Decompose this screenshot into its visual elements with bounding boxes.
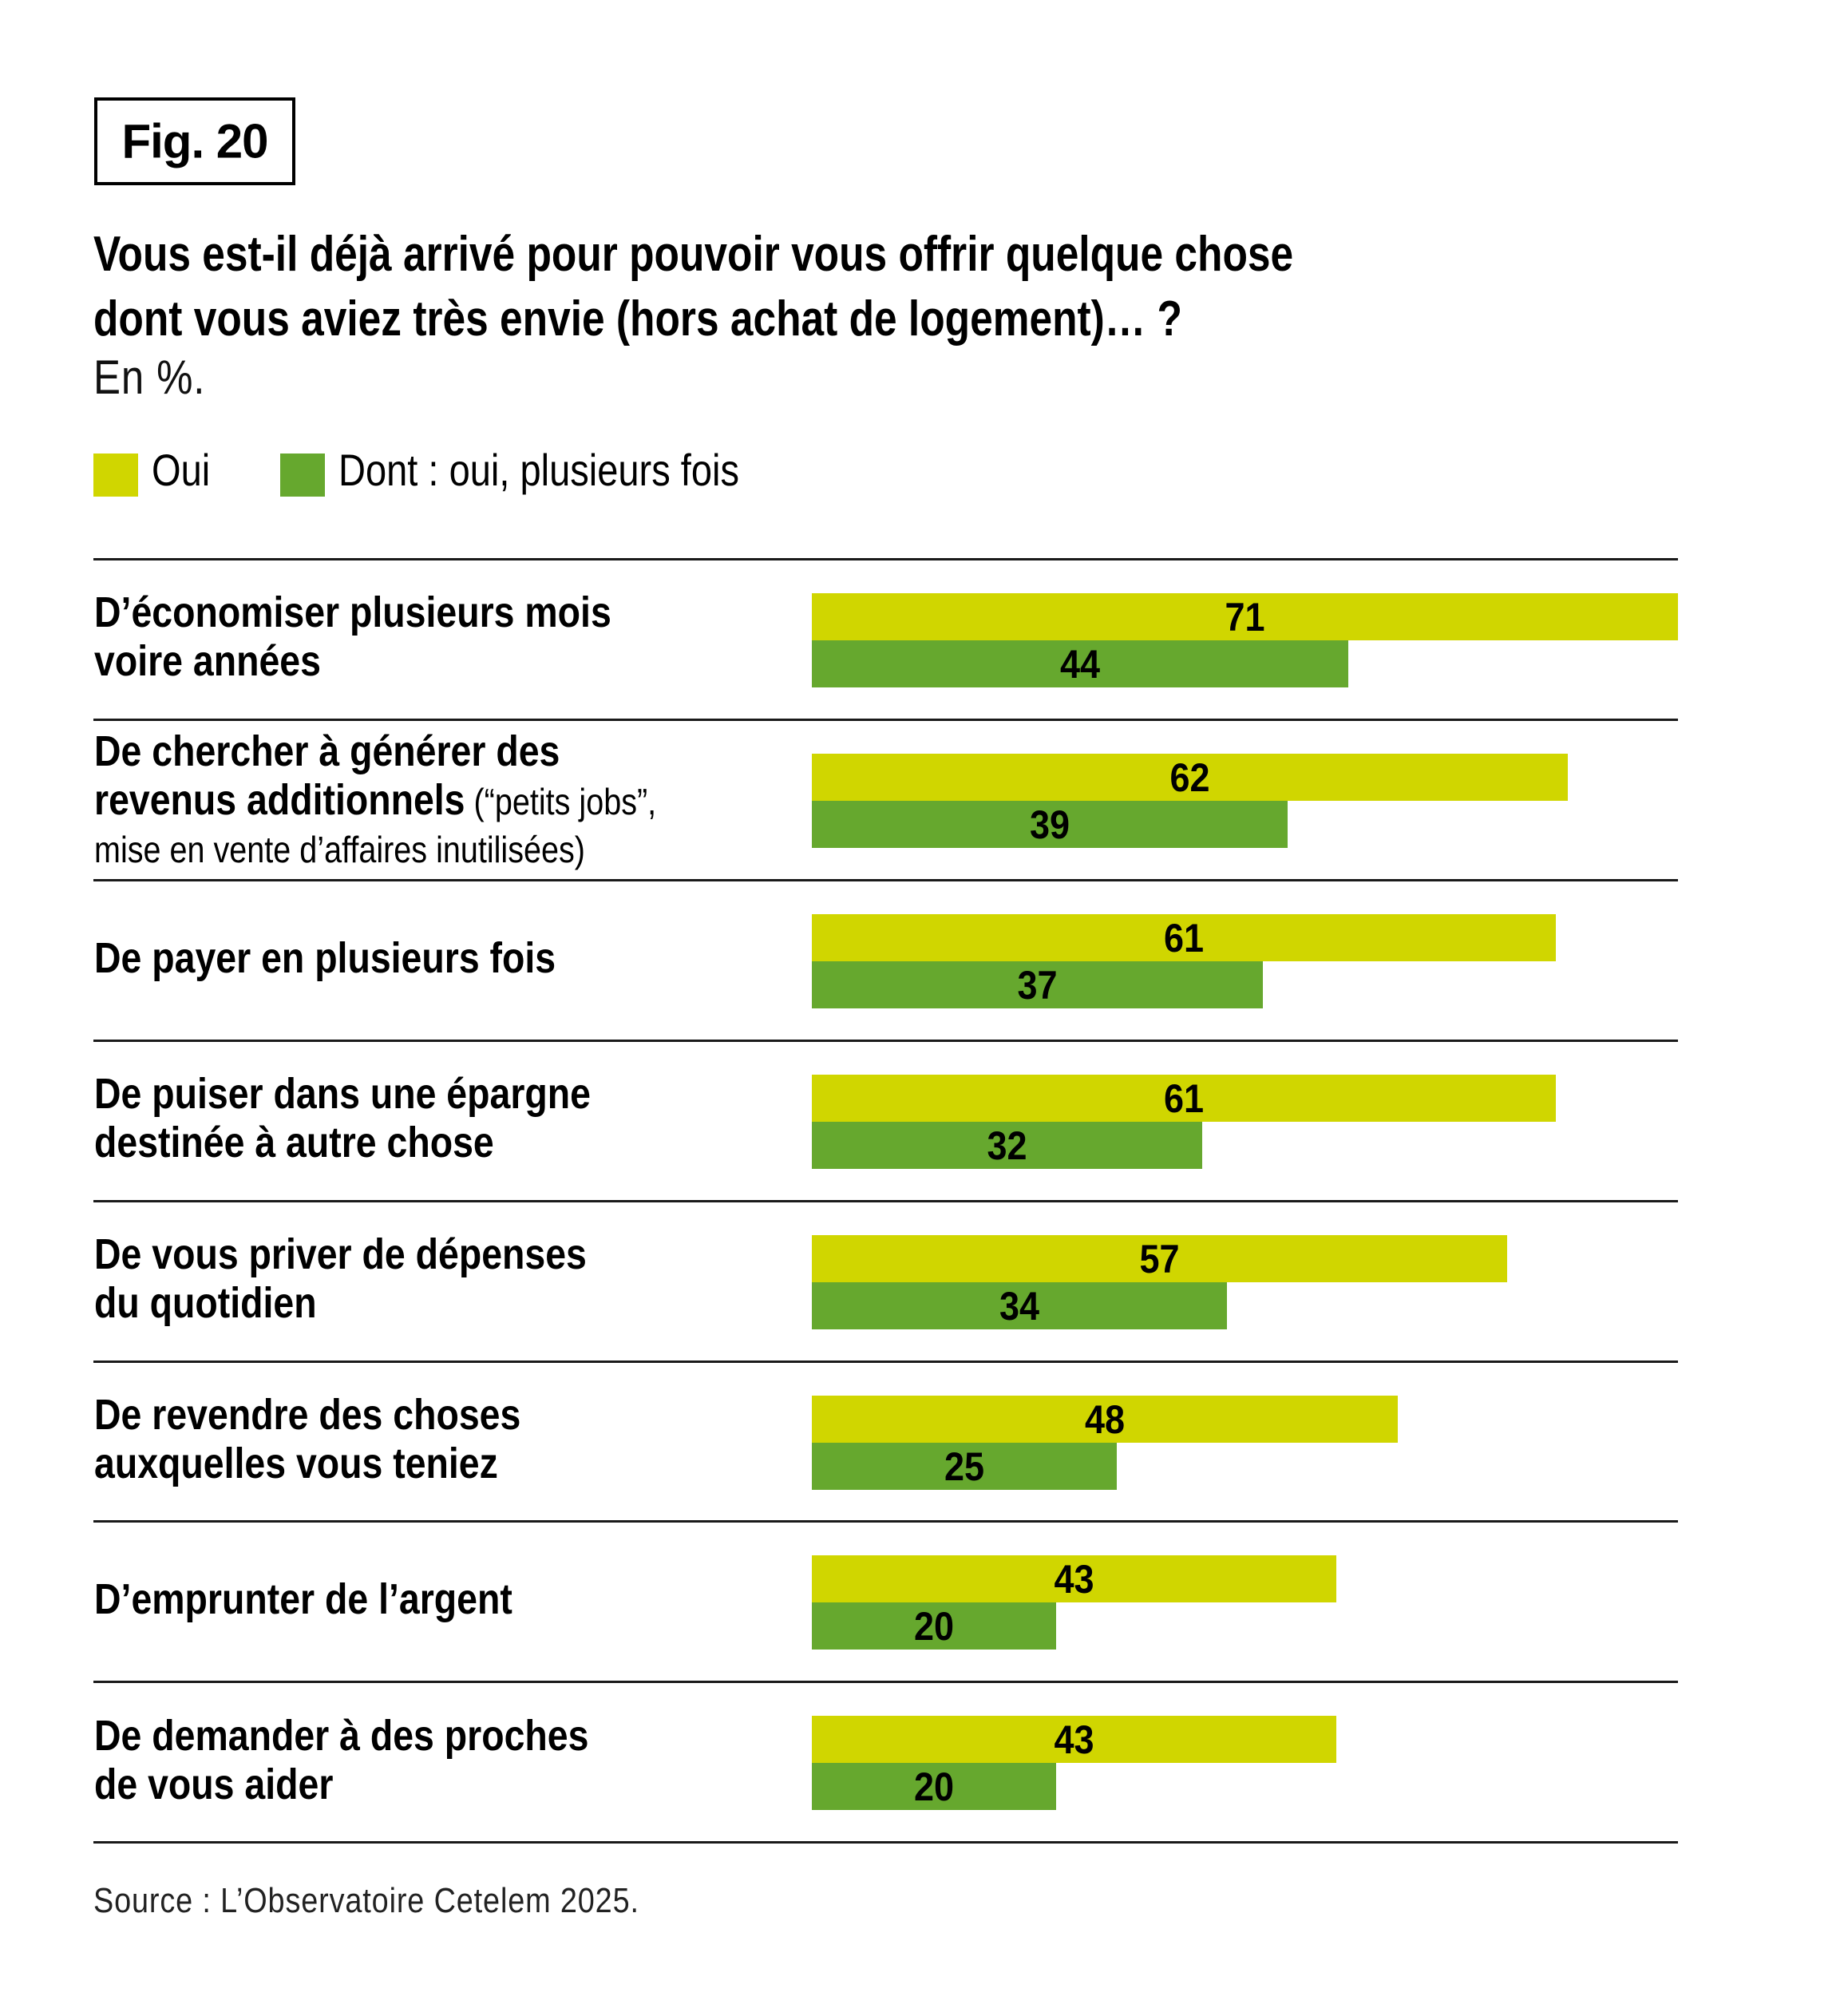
category-label-text: De revendre des choses bbox=[94, 1391, 521, 1439]
category-label-text: De vous priver de dépenses bbox=[94, 1230, 587, 1278]
category-label-text: du quotidien bbox=[94, 1279, 317, 1327]
bar-oui: 61 bbox=[812, 1075, 1556, 1122]
category-label-text: destinée à autre chose bbox=[94, 1119, 494, 1166]
row-divider bbox=[93, 1040, 1678, 1042]
row-divider bbox=[93, 1360, 1678, 1363]
bar-value-label: 44 bbox=[1059, 641, 1101, 687]
row-divider bbox=[93, 1200, 1678, 1202]
bar-oui: 57 bbox=[812, 1235, 1507, 1282]
bar-value-label: 61 bbox=[1163, 1075, 1205, 1121]
legend-swatch-oui bbox=[93, 453, 138, 497]
bar-oui: 71 bbox=[812, 593, 1678, 640]
row-divider bbox=[93, 1681, 1678, 1683]
bar-value-label: 43 bbox=[1054, 1717, 1094, 1762]
chart-title-line2: dont vous aviez très envie (hors achat d… bbox=[93, 291, 1183, 347]
category-label-text: De payer en plusieurs fois bbox=[94, 934, 556, 982]
category-label: D’économiser plusieurs mois voire années bbox=[94, 588, 849, 686]
category-label-text: D’emprunter de l’argent bbox=[94, 1575, 512, 1623]
bar-plusieurs-fois: 25 bbox=[812, 1443, 1117, 1490]
category-label: De chercher à générer des revenus additio… bbox=[94, 727, 849, 873]
bar-plusieurs-fois: 34 bbox=[812, 1282, 1227, 1329]
bar-plusieurs-fois: 44 bbox=[812, 640, 1348, 687]
category-label: De revendre des choses auxquelles vous te… bbox=[94, 1391, 849, 1488]
category-label-text: de vous aider bbox=[94, 1760, 334, 1808]
category-label: De payer en plusieurs fois bbox=[94, 934, 849, 983]
bar-oui: 43 bbox=[812, 1716, 1336, 1763]
figure-number-box: Fig. 20 bbox=[94, 97, 295, 185]
bar-plusieurs-fois: 20 bbox=[812, 1602, 1056, 1650]
category-label-text: auxquelles vous teniez bbox=[94, 1440, 498, 1487]
category-label-note: mise en vente d’affaires inutilisées) bbox=[94, 829, 585, 870]
bar-plusieurs-fois: 39 bbox=[812, 801, 1288, 848]
bar-plusieurs-fois: 20 bbox=[812, 1763, 1056, 1810]
chart-title: Vous est-il déjà arrivé pour pouvoir vou… bbox=[93, 222, 1419, 351]
chart-subtitle: En %. bbox=[93, 351, 206, 404]
bar-value-label: 57 bbox=[1139, 1236, 1180, 1281]
bar-plusieurs-fois: 32 bbox=[812, 1122, 1202, 1169]
bar-value-label: 61 bbox=[1163, 915, 1205, 960]
bar-oui: 43 bbox=[812, 1555, 1336, 1602]
bar-value-label: 71 bbox=[1225, 594, 1265, 640]
category-label-text: voire années bbox=[94, 637, 321, 685]
legend-label-plusieurs-fois: Dont : oui, plusieurs fois bbox=[338, 445, 740, 495]
category-label-text: De chercher à générer des bbox=[94, 727, 560, 775]
bar-oui: 62 bbox=[812, 754, 1568, 801]
bar-value-label: 62 bbox=[1169, 754, 1210, 800]
row-divider bbox=[93, 558, 1678, 560]
bar-value-label: 48 bbox=[1084, 1396, 1126, 1442]
figure-number: Fig. 20 bbox=[121, 114, 268, 168]
category-label: De demander à des proches de vous aider bbox=[94, 1712, 849, 1809]
category-label: De puiser dans une épargne destinée à aut… bbox=[94, 1070, 849, 1167]
row-divider bbox=[93, 879, 1678, 881]
bar-value-label: 37 bbox=[1017, 962, 1058, 1008]
bar-oui: 48 bbox=[812, 1396, 1398, 1443]
category-label-text: revenus additionnels bbox=[94, 776, 465, 824]
category-label: D’emprunter de l’argent bbox=[94, 1575, 849, 1624]
row-divider bbox=[93, 1841, 1678, 1844]
bar-plusieurs-fois: 37 bbox=[812, 961, 1263, 1008]
source-note: Source : L’Observatoire Cetelem 2025. bbox=[93, 1881, 639, 1920]
legend-label-oui: Oui bbox=[152, 445, 211, 495]
bar-value-label: 20 bbox=[913, 1764, 955, 1809]
chart-title-line1: Vous est-il déjà arrivé pour pouvoir vou… bbox=[93, 227, 1294, 282]
row-divider bbox=[93, 719, 1678, 721]
bar-value-label: 20 bbox=[913, 1603, 955, 1649]
bar-value-label: 32 bbox=[987, 1123, 1027, 1168]
bar-value-label: 34 bbox=[999, 1283, 1040, 1329]
category-label-note: (“petits jobs”, bbox=[465, 781, 657, 822]
bar-oui: 61 bbox=[812, 914, 1556, 961]
bar-value-label: 25 bbox=[944, 1444, 985, 1489]
row-divider bbox=[93, 1520, 1678, 1523]
category-label-text: De demander à des proches bbox=[94, 1712, 589, 1760]
category-label-text: De puiser dans une épargne bbox=[94, 1070, 591, 1118]
category-label: De vous priver de dépenses du quotidien bbox=[94, 1230, 849, 1328]
category-label-text: D’économiser plusieurs mois bbox=[94, 588, 611, 636]
legend-swatch-plusieurs-fois bbox=[280, 453, 325, 497]
bar-value-label: 39 bbox=[1029, 802, 1070, 847]
bar-value-label: 43 bbox=[1054, 1556, 1094, 1602]
